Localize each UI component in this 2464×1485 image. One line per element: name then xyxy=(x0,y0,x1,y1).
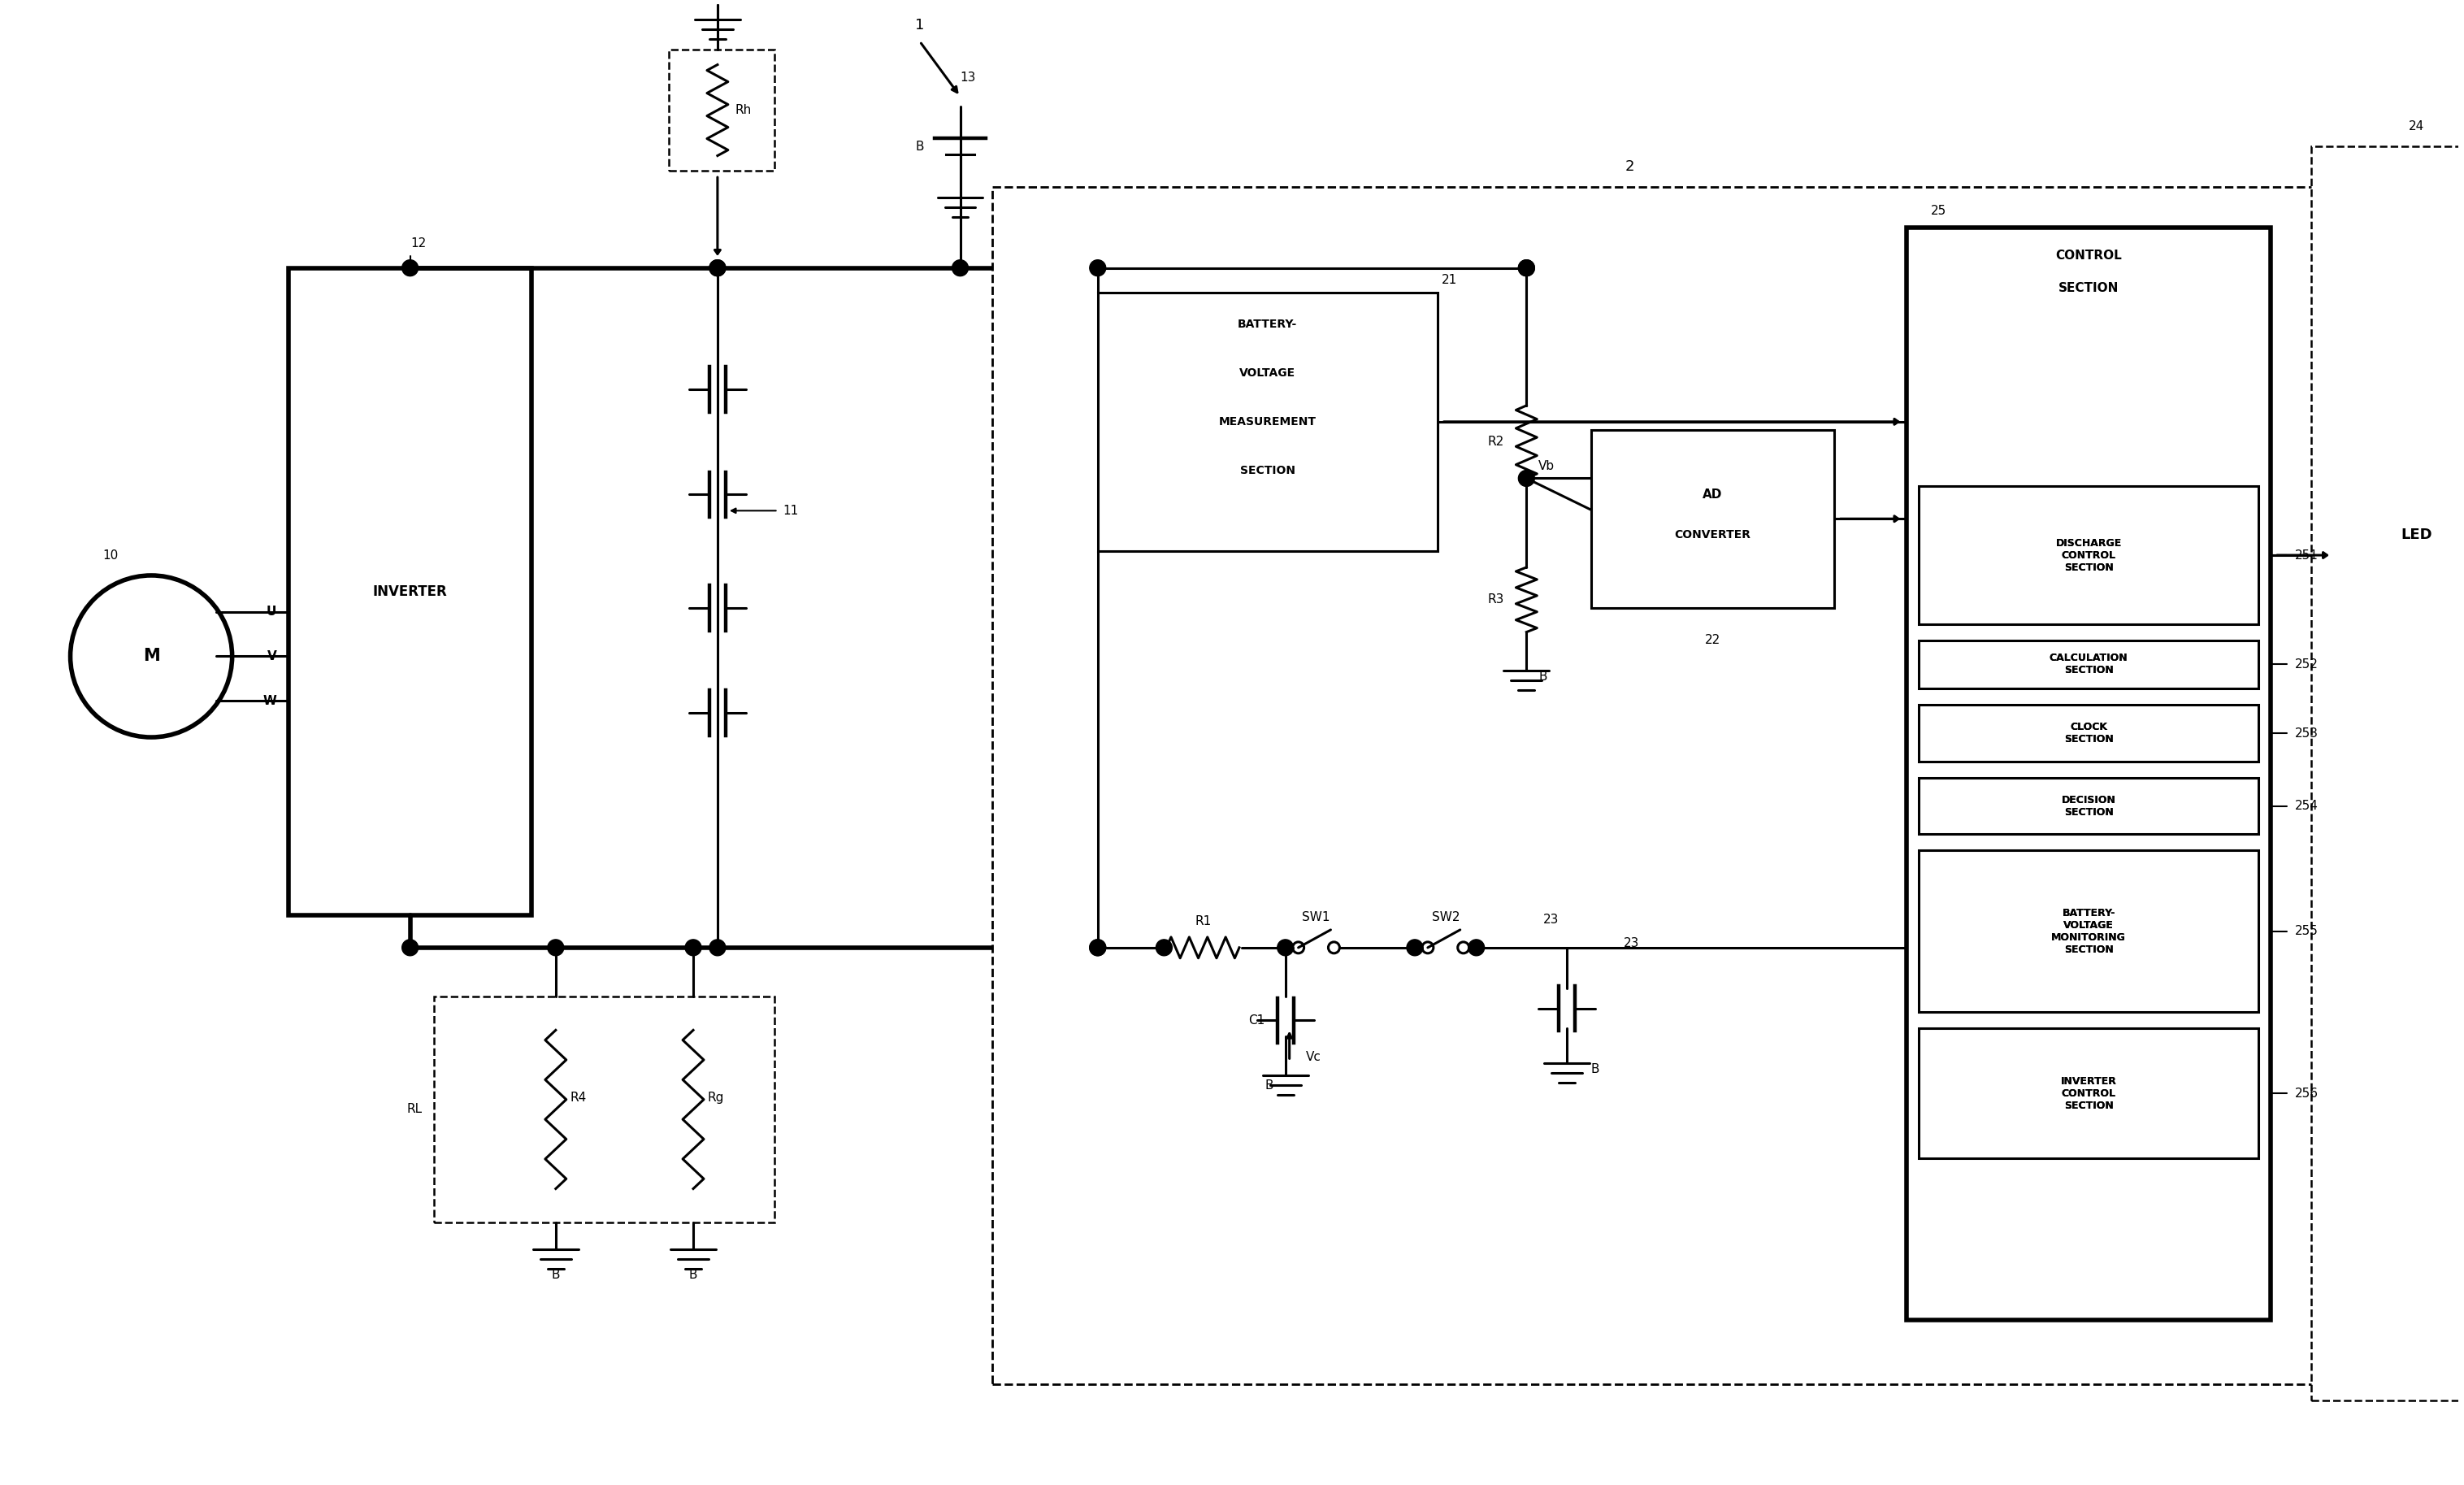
Text: VOLTAGE: VOLTAGE xyxy=(1239,367,1296,379)
Circle shape xyxy=(1089,260,1106,276)
Text: DISCHARGE
CONTROL
SECTION: DISCHARGE CONTROL SECTION xyxy=(2055,538,2122,573)
Circle shape xyxy=(1089,940,1106,956)
Bar xyxy=(1592,429,1833,607)
Text: CALCULATION
SECTION: CALCULATION SECTION xyxy=(2050,653,2129,676)
Text: SW2: SW2 xyxy=(1432,910,1459,924)
Text: B: B xyxy=(552,1270,559,1282)
Bar xyxy=(288,267,532,915)
Circle shape xyxy=(402,940,419,956)
Text: 21: 21 xyxy=(1441,275,1456,287)
Circle shape xyxy=(1407,940,1422,956)
Text: Vc: Vc xyxy=(1306,1051,1321,1063)
Text: 251: 251 xyxy=(2294,549,2319,561)
Text: C1: C1 xyxy=(1249,1014,1264,1026)
Text: LED: LED xyxy=(2400,527,2432,542)
Circle shape xyxy=(685,940,702,956)
Circle shape xyxy=(1276,940,1294,956)
Circle shape xyxy=(951,260,968,276)
Text: 22: 22 xyxy=(1705,634,1720,646)
Text: 1: 1 xyxy=(914,18,924,33)
Text: 12: 12 xyxy=(411,238,426,249)
Bar xyxy=(1099,293,1437,551)
Text: CALCULATION
SECTION: CALCULATION SECTION xyxy=(2050,653,2129,676)
Circle shape xyxy=(1518,260,1535,276)
Bar xyxy=(1919,1029,2259,1158)
Text: 25: 25 xyxy=(1932,205,1947,217)
Text: W: W xyxy=(264,695,276,707)
Text: B: B xyxy=(690,1270,697,1282)
Text: 23: 23 xyxy=(1542,913,1560,925)
Text: BATTERY-: BATTERY- xyxy=(1237,319,1299,330)
Bar xyxy=(2311,147,2464,1400)
Text: U: U xyxy=(266,606,276,618)
Circle shape xyxy=(402,260,419,276)
Circle shape xyxy=(547,940,564,956)
Bar xyxy=(1919,851,2259,1013)
Text: 10: 10 xyxy=(103,549,118,561)
Circle shape xyxy=(1089,940,1106,956)
Text: Vb: Vb xyxy=(1538,460,1555,472)
Text: V: V xyxy=(266,650,276,662)
Text: B: B xyxy=(1538,670,1547,683)
Bar xyxy=(1919,640,2259,689)
Text: 252: 252 xyxy=(2294,658,2319,671)
Text: DISCHARGE
CONTROL
SECTION: DISCHARGE CONTROL SECTION xyxy=(2055,538,2122,573)
Text: M: M xyxy=(143,649,160,664)
Bar xyxy=(2336,462,2464,607)
Text: CONVERTER: CONVERTER xyxy=(1676,529,1752,541)
Text: DECISION
SECTION: DECISION SECTION xyxy=(2062,794,2117,817)
Text: 254: 254 xyxy=(2294,800,2319,812)
Text: AD: AD xyxy=(1703,489,1722,500)
Text: 2: 2 xyxy=(1624,159,1634,174)
Text: SECTION: SECTION xyxy=(1239,465,1296,475)
Text: 23: 23 xyxy=(1624,937,1639,950)
Text: CLOCK
SECTION: CLOCK SECTION xyxy=(2065,722,2114,744)
Text: CLOCK
SECTION: CLOCK SECTION xyxy=(2065,722,2114,744)
Circle shape xyxy=(1518,260,1535,276)
Circle shape xyxy=(710,260,724,276)
Bar xyxy=(1919,487,2259,624)
Text: Rg: Rg xyxy=(707,1091,724,1105)
Text: R3: R3 xyxy=(1488,594,1503,606)
Text: BATTERY-
VOLTAGE
MONITORING
SECTION: BATTERY- VOLTAGE MONITORING SECTION xyxy=(2053,907,2126,955)
Text: CONTROL: CONTROL xyxy=(2055,249,2122,261)
Text: R1: R1 xyxy=(1195,916,1212,928)
Bar xyxy=(993,187,2407,1384)
Text: B: B xyxy=(1592,1063,1599,1075)
Text: 256: 256 xyxy=(2294,1087,2319,1099)
Text: INVERTER
CONTROL
SECTION: INVERTER CONTROL SECTION xyxy=(2060,1075,2117,1111)
Circle shape xyxy=(1469,940,1483,956)
Text: 255: 255 xyxy=(2294,925,2319,937)
Text: B: B xyxy=(914,141,924,153)
Bar xyxy=(1919,778,2259,835)
Text: INVERTER: INVERTER xyxy=(372,584,448,598)
Text: 11: 11 xyxy=(784,505,798,517)
Bar xyxy=(434,996,774,1222)
Text: MEASUREMENT: MEASUREMENT xyxy=(1220,416,1316,428)
Circle shape xyxy=(1156,940,1173,956)
Text: R2: R2 xyxy=(1488,435,1503,448)
Text: SECTION: SECTION xyxy=(2057,282,2119,294)
Text: SW1: SW1 xyxy=(1301,910,1331,924)
Circle shape xyxy=(710,260,724,276)
Bar xyxy=(1919,705,2259,762)
Circle shape xyxy=(1518,471,1535,487)
Text: 253: 253 xyxy=(2294,728,2319,740)
Text: 13: 13 xyxy=(961,71,976,85)
Bar xyxy=(1907,227,2272,1320)
Text: BATTERY-
VOLTAGE
MONITORING
SECTION: BATTERY- VOLTAGE MONITORING SECTION xyxy=(2053,907,2126,955)
Text: 24: 24 xyxy=(2407,120,2425,132)
Text: B: B xyxy=(1264,1080,1274,1091)
Text: R4: R4 xyxy=(569,1091,586,1105)
Circle shape xyxy=(710,940,724,956)
Text: INVERTER
CONTROL
SECTION: INVERTER CONTROL SECTION xyxy=(2060,1075,2117,1111)
Bar xyxy=(668,49,774,171)
Text: DECISION
SECTION: DECISION SECTION xyxy=(2062,794,2117,817)
Text: RL: RL xyxy=(407,1103,421,1115)
Text: Rh: Rh xyxy=(734,104,752,116)
